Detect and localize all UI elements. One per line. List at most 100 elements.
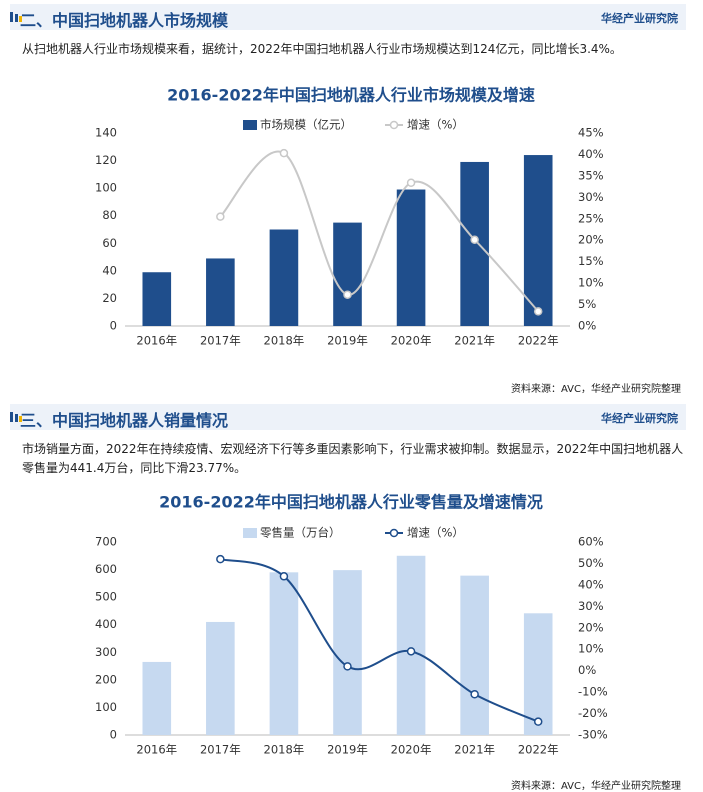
bar xyxy=(460,575,489,735)
legend-label: 增速（%） xyxy=(407,118,464,132)
y2-tick-label: 30% xyxy=(578,190,604,204)
point xyxy=(279,148,289,158)
x-tick-label: 2021年 xyxy=(454,743,495,757)
y2-tick-label: 20% xyxy=(578,620,604,634)
brand-icon xyxy=(10,12,22,22)
heading: 二、中国扫地机器人市场规模 xyxy=(20,11,229,30)
source: 资料来源：AVC，华经产业研究院整理 xyxy=(510,781,681,792)
x-tick-label: 2022年 xyxy=(518,334,559,348)
point xyxy=(216,212,225,221)
y2-tick-label: 30% xyxy=(578,599,604,613)
brand: 华经产业研究院 xyxy=(601,412,678,425)
bar xyxy=(523,155,553,326)
point xyxy=(406,647,416,656)
y-tick-label: 100 xyxy=(95,181,117,195)
heading: 三、中国扫地机器人销量情况 xyxy=(20,411,229,430)
y2-tick-label: -20% xyxy=(578,706,608,720)
x-tick-label: 2017年 xyxy=(200,334,241,348)
y2-tick-label: 60% xyxy=(578,535,604,549)
point xyxy=(470,690,479,699)
y-tick-label: 20 xyxy=(102,291,117,305)
section-header: 二、中国扫地机器人市场规模 华经产业研究院 xyxy=(10,4,686,30)
y-tick-label: 300 xyxy=(95,645,117,659)
bar xyxy=(396,555,426,735)
y2-tick-label: 40% xyxy=(578,577,604,591)
x-tick-label: 2018年 xyxy=(264,334,305,348)
point xyxy=(533,307,543,316)
x-tick-label: 2020年 xyxy=(391,334,432,348)
y-tick-label: 140 xyxy=(95,126,117,140)
bar xyxy=(523,613,553,735)
x-tick-label: 2020年 xyxy=(391,743,432,757)
bar xyxy=(142,272,172,326)
y-tick-label: 700 xyxy=(95,535,117,549)
point xyxy=(406,178,416,188)
y2-tick-label: 20% xyxy=(578,233,604,247)
section-header: 三、中国扫地机器人销量情况 华经产业研究院 xyxy=(10,404,686,430)
y2-tick-label: 25% xyxy=(578,211,604,225)
chart: 2016-2022年中国扫地机器人行业市场规模及增速 0 20 40 60 80 100 12… xyxy=(95,86,604,348)
legend-swatch xyxy=(243,528,257,538)
source: 资料来源：AVC，华经产业研究院整理 xyxy=(510,384,681,395)
y2-tick-label: 10% xyxy=(578,642,604,656)
point xyxy=(343,662,352,671)
chart-title: 2016-2022年中国扫地机器人行业零售量及增速情况 xyxy=(159,493,543,512)
point xyxy=(470,235,479,245)
x-tick-label: 2022年 xyxy=(518,743,559,757)
y-tick-label: 600 xyxy=(95,562,117,576)
x-tick-label: 2016年 xyxy=(136,743,177,757)
bar xyxy=(206,621,235,735)
bar xyxy=(142,661,172,735)
line xyxy=(220,558,539,723)
legend-label: 市场规模（亿元） xyxy=(260,118,352,132)
legend-marker xyxy=(389,120,399,130)
legend-label: 零售量（万台） xyxy=(260,526,341,540)
bar xyxy=(269,572,299,735)
point xyxy=(279,572,289,581)
brand: 华经产业研究院 xyxy=(601,12,678,25)
paragraph: 市场销量方面，2022年在持续疫情、宏观经济下行等多重因素影响下，行业需求被抑制… xyxy=(22,442,684,475)
x-tick-label: 2019年 xyxy=(327,334,368,348)
y2-tick-label: 10% xyxy=(578,276,604,290)
bar xyxy=(206,258,235,326)
line xyxy=(219,150,539,313)
point xyxy=(533,717,543,726)
x-tick-label: 2018年 xyxy=(264,743,305,757)
y-tick-label: 200 xyxy=(95,672,117,686)
y-tick-label: 500 xyxy=(95,590,117,604)
chart: 2016-2022年中国扫地机器人行业零售量及增速情况 0 100 200 300 400… xyxy=(95,493,608,757)
y-tick-label: 400 xyxy=(95,617,117,631)
y-tick-label: 40 xyxy=(102,263,117,277)
y2-tick-label: -30% xyxy=(578,728,608,742)
y-tick-label: 120 xyxy=(95,153,117,167)
x-tick-label: 2019年 xyxy=(327,743,368,757)
y2-tick-label: 5% xyxy=(578,297,596,311)
bar xyxy=(396,189,426,326)
y2-tick-label: 0% xyxy=(578,663,596,677)
point xyxy=(343,290,352,299)
y2-tick-label: 35% xyxy=(578,168,604,182)
y2-tick-label: 0% xyxy=(578,319,596,333)
chart-title: 2016-2022年中国扫地机器人行业市场规模及增速 xyxy=(167,86,535,105)
legend-swatch xyxy=(243,120,257,130)
x-tick-label: 2017年 xyxy=(200,743,241,757)
bar xyxy=(333,570,362,735)
bar xyxy=(269,229,299,326)
legend-label: 增速（%） xyxy=(407,526,464,540)
y2-tick-label: 40% xyxy=(578,147,604,161)
bar xyxy=(333,222,362,326)
y-tick-label: 100 xyxy=(95,700,117,714)
y-tick-label: 0 xyxy=(110,319,117,333)
y2-tick-label: 15% xyxy=(578,254,604,268)
y2-tick-label: 45% xyxy=(578,126,604,140)
paragraph: 从扫地机器人行业市场规模来看，据统计，2022年中国扫地机器人行业市场规模达到1… xyxy=(22,42,622,56)
brand-icon xyxy=(10,412,22,422)
y2-tick-label: -10% xyxy=(578,685,608,699)
legend-marker xyxy=(389,528,399,538)
y-tick-label: 80 xyxy=(102,208,117,222)
y2-tick-label: 50% xyxy=(578,556,604,570)
y-tick-label: 0 xyxy=(110,728,117,742)
x-tick-label: 2016年 xyxy=(136,334,177,348)
point xyxy=(216,554,225,564)
